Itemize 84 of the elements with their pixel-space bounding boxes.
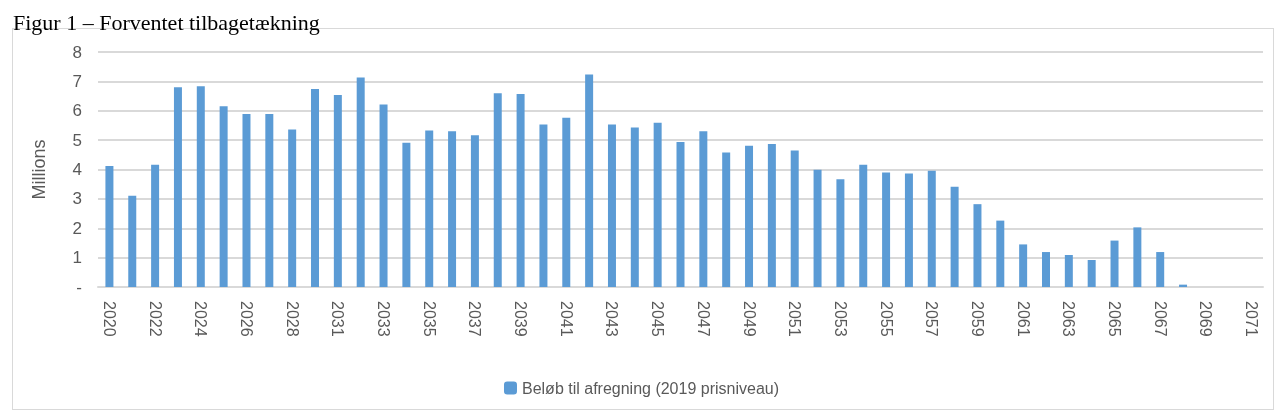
x-tick-label: 2022 <box>146 301 164 337</box>
bar <box>493 93 502 287</box>
bar <box>1133 227 1142 287</box>
bar <box>425 130 434 287</box>
bar <box>630 127 639 287</box>
bar <box>173 87 182 287</box>
x-tick-label: 2063 <box>1060 301 1078 337</box>
bar <box>1087 259 1096 287</box>
x-tick-label: 2039 <box>512 301 530 337</box>
bar <box>288 129 297 287</box>
bar <box>1064 254 1073 287</box>
bar <box>973 204 982 287</box>
bar <box>950 186 959 287</box>
bar <box>1156 252 1165 287</box>
y-tick-label: 5 <box>72 130 82 150</box>
bar <box>607 124 616 287</box>
chart-title: Figur 1 – Forventet tilbagetækning <box>13 9 320 35</box>
bar <box>516 94 525 287</box>
bar <box>356 77 365 287</box>
x-tick-label: 2037 <box>466 301 484 337</box>
x-tick-label: 2043 <box>603 301 621 337</box>
bar <box>904 173 913 287</box>
y-tick-label: 4 <box>72 160 82 179</box>
x-tick-label: 2055 <box>877 301 895 337</box>
x-tick-label: 2028 <box>283 301 301 337</box>
x-tick-label: 2061 <box>1014 301 1032 337</box>
bar <box>311 89 320 287</box>
x-tick-label: 2047 <box>694 301 712 337</box>
bar <box>128 195 137 287</box>
y-tick-label: 1 <box>72 248 82 268</box>
y-tick-label: 3 <box>72 189 82 209</box>
x-tick-label: 2065 <box>1106 301 1124 337</box>
x-tick-label: 2069 <box>1197 301 1215 337</box>
bar <box>402 142 411 287</box>
x-tick-label: 2053 <box>831 301 849 337</box>
bar <box>242 113 251 287</box>
x-tick-label: 2026 <box>237 301 255 337</box>
x-tick-label: 2041 <box>557 301 575 337</box>
bar <box>767 143 776 287</box>
y-tick-label: - <box>76 277 82 297</box>
bar <box>790 150 799 287</box>
bar <box>996 220 1005 287</box>
x-tick-label: 2035 <box>420 301 438 337</box>
x-tick-label: 2067 <box>1151 301 1169 337</box>
x-tick-label: 2033 <box>375 301 393 337</box>
legend-label: Beløb til afregning (2019 prisniveau) <box>521 379 780 397</box>
bar <box>265 113 274 287</box>
x-tick-label: 2071 <box>1243 301 1261 337</box>
x-tick-label: 2057 <box>923 301 941 337</box>
bar <box>813 169 822 287</box>
bar <box>859 164 868 287</box>
bar <box>219 106 228 287</box>
bar <box>836 179 845 287</box>
bar <box>699 131 708 287</box>
bar <box>1019 244 1028 287</box>
y-axis-title: Millions <box>29 139 49 200</box>
bar <box>722 152 731 287</box>
y-tick-label: 2 <box>72 218 82 238</box>
bar <box>585 74 594 287</box>
bar <box>333 94 342 287</box>
bar <box>562 117 571 287</box>
bar <box>470 135 479 287</box>
bar <box>653 122 662 287</box>
x-tick-label: 2051 <box>786 301 804 337</box>
y-tick-label: 6 <box>72 101 82 121</box>
x-tick-label: 2031 <box>329 301 347 337</box>
bar <box>1110 240 1119 287</box>
x-tick-label: 2024 <box>192 301 210 337</box>
bar <box>379 104 388 287</box>
x-tick-label: 2045 <box>649 301 667 337</box>
bar <box>1041 252 1050 287</box>
bar <box>927 170 936 287</box>
bar <box>882 172 891 287</box>
bar <box>105 165 114 287</box>
bar <box>539 124 548 287</box>
x-tick-label: 2020 <box>100 301 118 337</box>
y-tick-label: 8 <box>72 42 82 62</box>
bar <box>151 164 160 287</box>
bar <box>745 145 754 287</box>
x-tick-label: 2059 <box>968 301 986 337</box>
bar <box>448 131 457 287</box>
x-tick-label: 2049 <box>740 301 758 337</box>
bar <box>196 86 205 287</box>
y-tick-label: 7 <box>72 71 82 91</box>
